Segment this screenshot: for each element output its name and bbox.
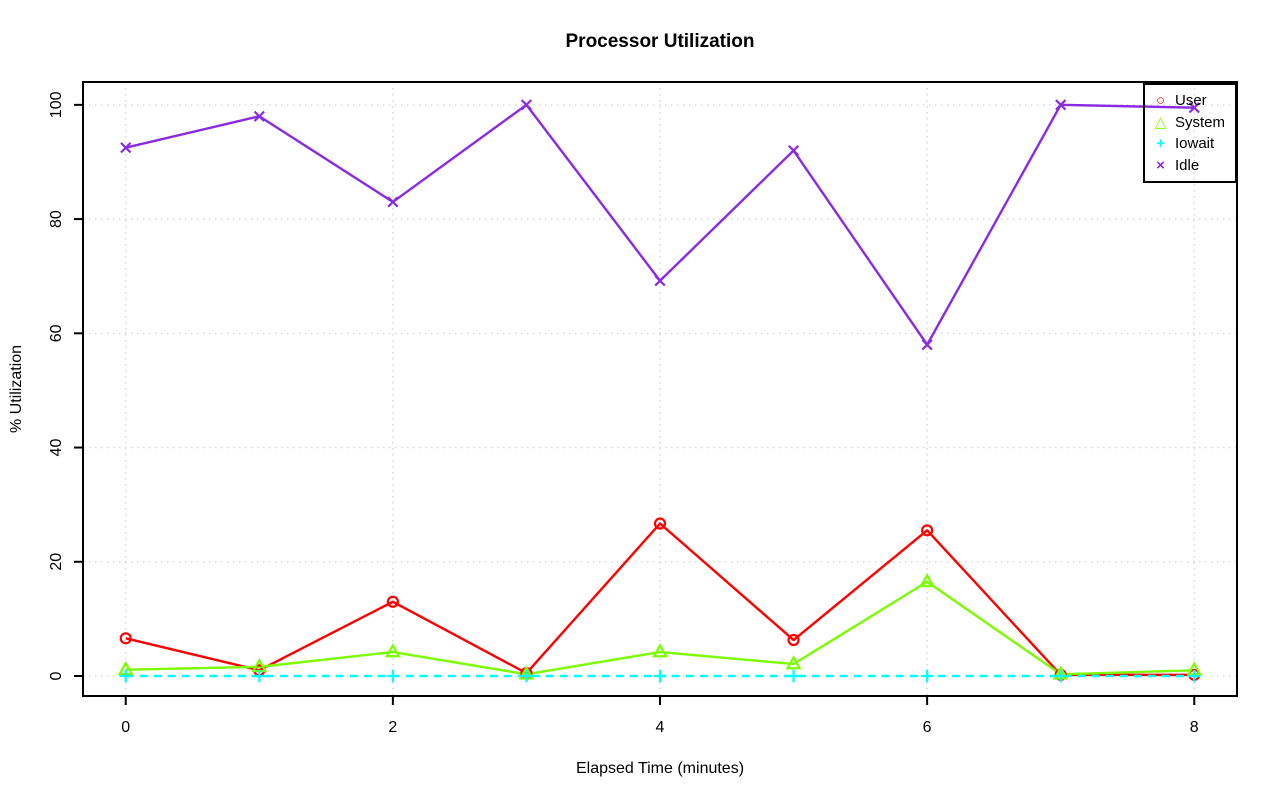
marker-plus-iowait <box>920 669 934 683</box>
legend-item-iowait: + Iowait <box>1153 136 1235 151</box>
chart-title: Processor Utilization <box>565 31 755 52</box>
marker-circle-user <box>787 633 800 647</box>
y-tick-label: 80 <box>48 210 65 228</box>
legend-label-iowait: Iowait <box>1175 135 1215 153</box>
marker-circle-user <box>653 517 667 530</box>
x-tick-label: 8 <box>1190 719 1199 736</box>
marker-x-idle <box>921 339 933 351</box>
idle-x-marker-icon: × <box>1156 156 1165 174</box>
marker-plus-iowait <box>253 669 266 683</box>
legend-label-idle: Idle <box>1175 156 1200 174</box>
legend-item-user: ○ User <box>1153 93 1235 108</box>
marker-plus-iowait <box>386 669 400 683</box>
marker-circle-user <box>921 524 934 537</box>
system-triangle-marker-icon: △ <box>1154 113 1167 131</box>
x-tick-label: 6 <box>923 719 932 736</box>
series-line-idle <box>125 103 1195 346</box>
y-axis-label: % Utilization <box>8 344 25 434</box>
x-tick-label: 4 <box>656 719 665 736</box>
marker-x-idle <box>387 196 399 208</box>
iowait-plus-marker-icon: + <box>1156 135 1165 153</box>
marker-triangle-system <box>785 655 802 670</box>
legend-item-idle: × Idle <box>1153 158 1235 173</box>
legend: ○ User △ System + Iowait × Idle <box>1143 83 1237 183</box>
y-tick-label: 60 <box>48 324 65 342</box>
marker-x-idle <box>787 144 800 157</box>
marker-triangle-system <box>652 643 668 658</box>
plot-border <box>82 81 1238 697</box>
series-line-user <box>125 522 1195 677</box>
marker-plus-iowait <box>119 669 132 683</box>
y-tick-label: 0 <box>48 671 65 680</box>
marker-x-idle <box>1055 99 1067 111</box>
legend-label-system: System <box>1175 113 1226 131</box>
marker-circle-user <box>386 595 399 608</box>
marker-circle-user <box>119 632 132 645</box>
marker-plus-iowait <box>653 669 667 683</box>
marker-plus-iowait <box>787 669 800 683</box>
marker-x-idle <box>654 275 666 287</box>
marker-x-idle <box>120 142 132 154</box>
x-axis-label: Elapsed Time (minutes) <box>575 760 745 777</box>
legend-label-user: User <box>1175 92 1207 110</box>
y-tick-label: 40 <box>48 439 65 457</box>
y-tick-label: 100 <box>48 91 65 118</box>
marker-x-idle <box>520 99 533 111</box>
marker-triangle-system <box>919 572 935 588</box>
user-circle-marker-icon: ○ <box>1155 92 1166 110</box>
series-line-system <box>125 580 1195 676</box>
x-tick-label: 0 <box>121 719 130 736</box>
marker-plus-iowait <box>1054 669 1067 683</box>
y-tick-label: 20 <box>48 553 65 571</box>
marker-x-idle <box>1188 102 1200 114</box>
x-tick-label: 2 <box>388 719 397 736</box>
marker-plus-iowait <box>520 669 533 683</box>
marker-plus-iowait <box>1188 669 1201 683</box>
marker-x-idle <box>253 110 265 122</box>
legend-item-system: △ System <box>1153 115 1235 130</box>
marker-triangle-system <box>385 643 401 658</box>
